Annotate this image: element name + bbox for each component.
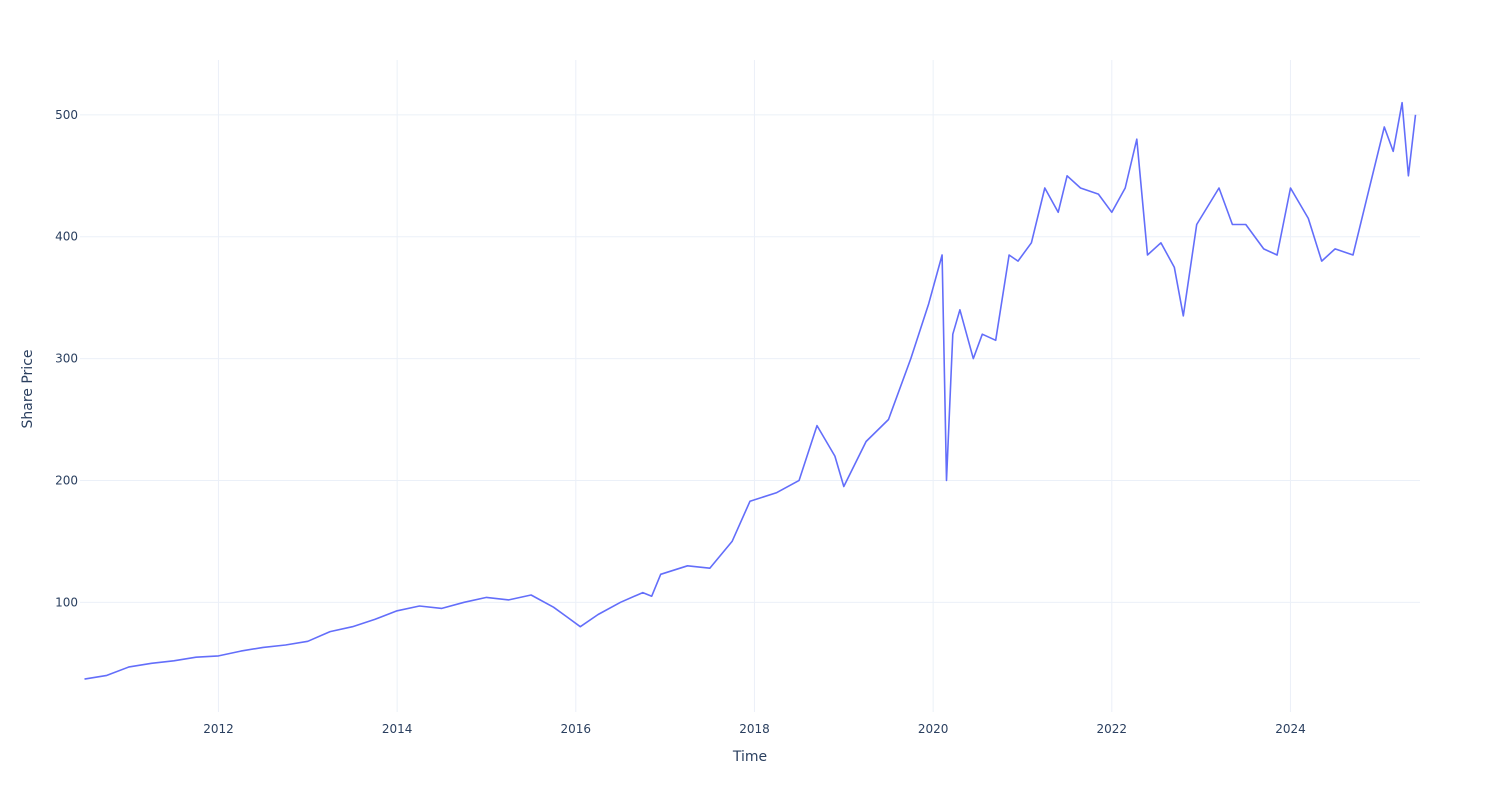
y-tick-label: 500 [55, 108, 78, 122]
y-tick-label: 200 [55, 473, 78, 487]
x-tick-label: 2022 [1097, 722, 1128, 736]
x-axis-title: Time [732, 749, 767, 765]
x-axis-ticks: 2012 2014 2016 2018 2020 2022 2024 [203, 722, 1306, 736]
y-axis-title: Share Price [20, 349, 36, 428]
price-series [84, 101, 1417, 680]
grid-lines [80, 60, 1420, 712]
y-tick-label: 100 [55, 595, 78, 609]
y-axis-ticks: 100 200 300 400 500 [55, 108, 78, 609]
x-tick-label: 2014 [382, 722, 413, 736]
x-tick-label: 2012 [203, 722, 234, 736]
x-tick-label: 2018 [739, 722, 770, 736]
x-tick-label: 2024 [1275, 722, 1306, 736]
share-price-line [84, 101, 1417, 680]
x-tick-label: 2020 [918, 722, 949, 736]
y-tick-label: 400 [55, 230, 78, 244]
y-tick-label: 300 [55, 352, 78, 366]
x-tick-label: 2016 [561, 722, 592, 736]
